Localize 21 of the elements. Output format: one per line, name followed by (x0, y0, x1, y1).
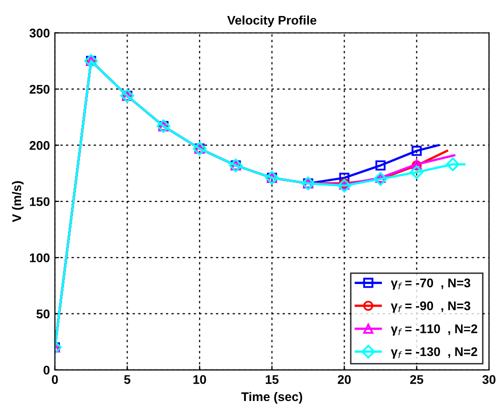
legend-label: γ$_{f}$ = -70 , N=3 (390, 278, 470, 290)
x-tick-label: 0 (52, 375, 58, 384)
y-tick-label: 0 (44, 366, 50, 375)
y-tick-label: 150 (30, 197, 50, 206)
y-tick-label: 300 (29, 28, 50, 38)
y-tick-label: 100 (30, 253, 50, 262)
x-axis-title: Time (sec) (241, 392, 302, 404)
chart-title: Velocity Profile (227, 15, 316, 28)
x-tick-label: 25 (410, 375, 424, 384)
legend-label: γ$_{f}$ = -90 , N=3 (390, 301, 470, 313)
x-tick-label: 5 (124, 375, 130, 384)
legend-label: γ$_{f}$ = -110 , N=2 (390, 324, 478, 336)
legend-label: γ$_{f}$ = -130 , N=2 (390, 347, 478, 359)
y-tick-label: 50 (36, 310, 50, 318)
x-tick-label: 20 (338, 375, 351, 384)
x-tick-label: 15 (266, 375, 279, 384)
y-tick-label: 250 (30, 84, 50, 94)
y-axis-title: V (m/s) (12, 181, 24, 222)
y-tick-label: 200 (30, 141, 50, 150)
x-tick-label: 30 (482, 375, 496, 384)
x-tick-label: 10 (193, 375, 206, 384)
